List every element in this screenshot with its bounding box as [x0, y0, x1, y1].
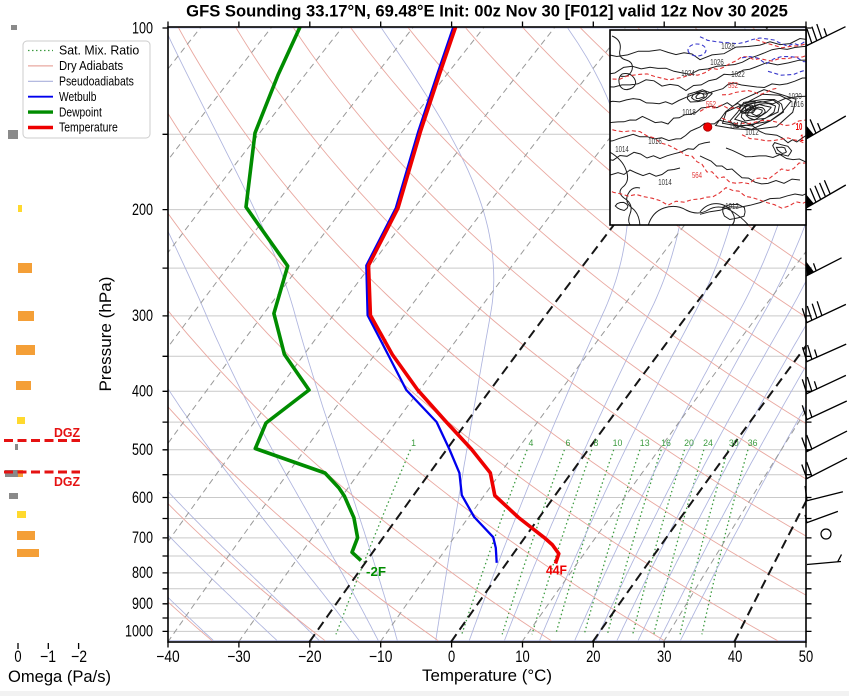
- svg-text:10: 10: [515, 648, 529, 666]
- svg-text:1012: 1012: [725, 201, 739, 211]
- svg-text:Dewpoint: Dewpoint: [59, 105, 102, 119]
- svg-text:30: 30: [657, 648, 671, 666]
- svg-text:1016: 1016: [790, 99, 804, 109]
- svg-text:800: 800: [132, 564, 153, 582]
- svg-text:Wetbulb: Wetbulb: [59, 90, 96, 104]
- svg-text:50: 50: [799, 648, 813, 666]
- svg-text:20: 20: [586, 648, 600, 666]
- svg-text:300: 300: [132, 307, 153, 325]
- svg-text:24: 24: [703, 438, 713, 449]
- svg-text:700: 700: [132, 529, 153, 547]
- svg-text:552: 552: [706, 99, 716, 109]
- svg-text:Dry Adiabats: Dry Adiabats: [59, 59, 123, 73]
- svg-text:-2F: -2F: [366, 565, 386, 579]
- svg-text:900: 900: [132, 595, 153, 613]
- svg-text:Temperature: Temperature: [59, 121, 118, 135]
- svg-text:1: 1: [800, 133, 803, 143]
- svg-text:Sat. Mix. Ratio: Sat. Mix. Ratio: [59, 44, 139, 58]
- svg-text:6: 6: [566, 438, 571, 449]
- svg-text:1026: 1026: [710, 57, 724, 67]
- svg-text:0: 0: [448, 648, 455, 666]
- svg-text:1000: 1000: [125, 623, 153, 641]
- svg-text:564: 564: [692, 170, 702, 180]
- svg-text:1014: 1014: [615, 144, 629, 154]
- svg-text:44F: 44F: [546, 564, 567, 578]
- svg-text:200: 200: [132, 201, 153, 219]
- svg-text:400: 400: [132, 383, 153, 401]
- svg-text:4: 4: [529, 438, 534, 449]
- svg-text:1: 1: [411, 438, 416, 449]
- svg-text:10: 10: [613, 438, 623, 449]
- svg-text:Pressure (hPa): Pressure (hPa): [97, 277, 115, 392]
- svg-text:16: 16: [661, 438, 671, 449]
- svg-text:−40: −40: [156, 648, 179, 666]
- svg-text:0: 0: [14, 648, 21, 666]
- svg-text:1018: 1018: [682, 107, 696, 117]
- svg-text:100: 100: [132, 19, 153, 37]
- svg-text:500: 500: [132, 441, 153, 459]
- svg-text:−1: −1: [40, 648, 56, 666]
- svg-text:10: 10: [796, 122, 803, 133]
- svg-text:1020: 1020: [788, 91, 802, 101]
- svg-text:1024: 1024: [681, 68, 695, 78]
- svg-text:1014: 1014: [729, 120, 743, 130]
- svg-text:13: 13: [640, 438, 650, 449]
- svg-text:36: 36: [748, 438, 758, 449]
- svg-text:DGZ: DGZ: [54, 426, 80, 440]
- svg-text:40: 40: [728, 648, 742, 666]
- svg-text:−20: −20: [298, 648, 321, 666]
- svg-text:30: 30: [729, 438, 739, 449]
- svg-text:−2: −2: [71, 648, 87, 666]
- svg-text:552: 552: [728, 80, 738, 90]
- svg-text:GFS Sounding 33.17°N, 69.48°E: GFS Sounding 33.17°N, 69.48°E Init: 00z …: [186, 2, 788, 21]
- svg-text:8: 8: [594, 438, 599, 449]
- svg-text:1012: 1012: [745, 127, 759, 137]
- svg-text:600: 600: [132, 489, 153, 507]
- svg-text:−30: −30: [227, 648, 250, 666]
- svg-text:DGZ: DGZ: [54, 475, 80, 489]
- svg-text:20: 20: [684, 438, 694, 449]
- svg-text:1016: 1016: [648, 136, 662, 146]
- svg-text:Temperature (°C): Temperature (°C): [422, 667, 552, 685]
- svg-text:1028: 1028: [721, 41, 735, 51]
- svg-text:Pseudoadiabats: Pseudoadiabats: [59, 75, 134, 89]
- svg-text:Omega (Pa/s): Omega (Pa/s): [8, 668, 111, 686]
- svg-text:1022: 1022: [731, 69, 745, 79]
- svg-text:−10: −10: [369, 648, 392, 666]
- svg-text:1014: 1014: [658, 177, 672, 187]
